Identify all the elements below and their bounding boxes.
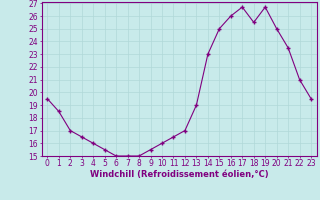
X-axis label: Windchill (Refroidissement éolien,°C): Windchill (Refroidissement éolien,°C): [90, 170, 268, 179]
